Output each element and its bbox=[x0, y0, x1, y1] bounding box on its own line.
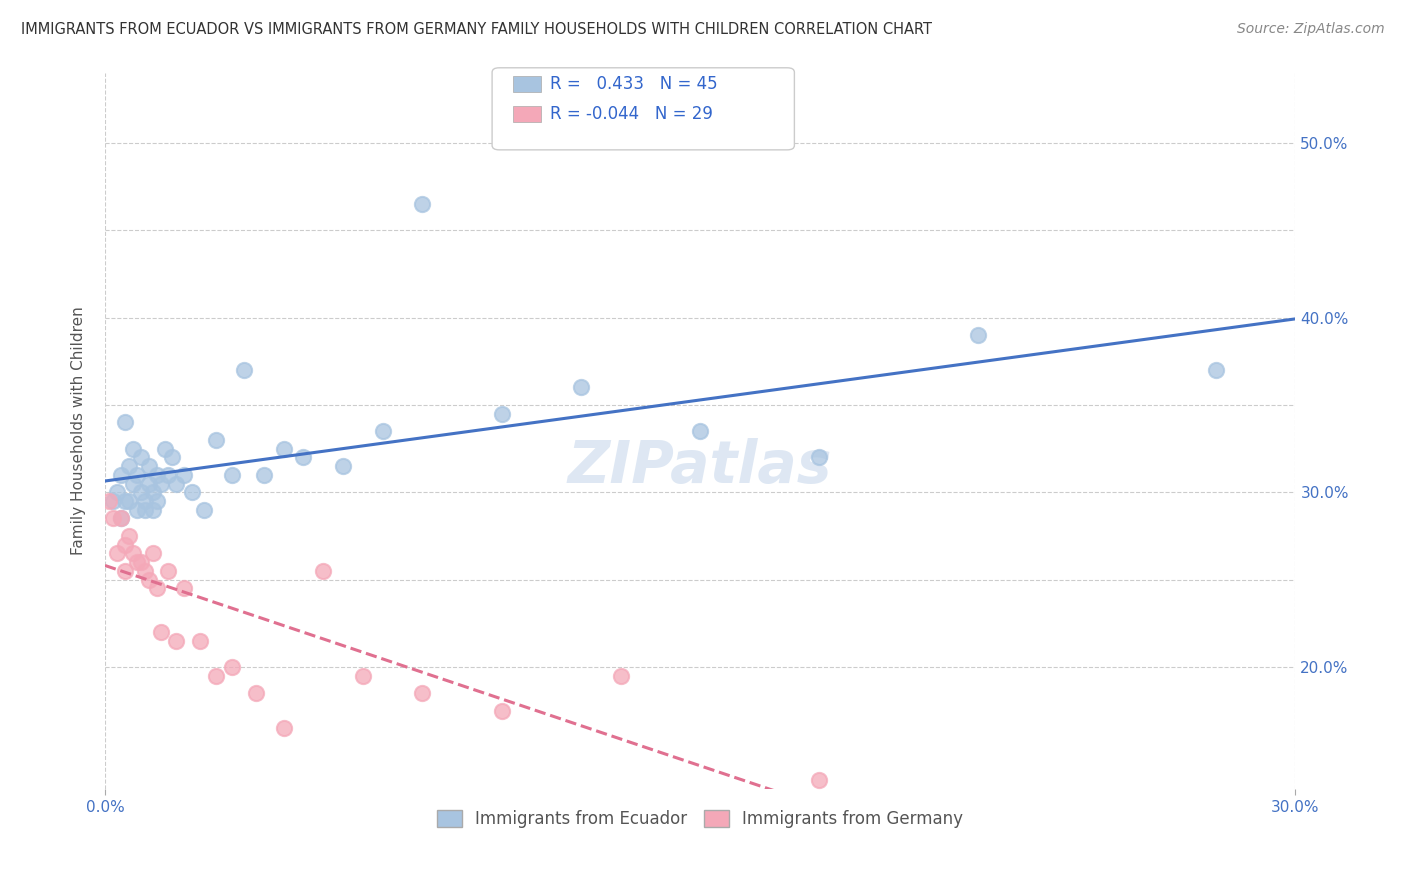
Point bbox=[165, 633, 187, 648]
Point bbox=[165, 476, 187, 491]
Point bbox=[97, 494, 120, 508]
Point bbox=[967, 328, 990, 343]
Point bbox=[138, 476, 160, 491]
Point bbox=[221, 467, 243, 482]
Point bbox=[145, 494, 167, 508]
Point bbox=[253, 467, 276, 482]
Text: R = -0.044   N = 29: R = -0.044 N = 29 bbox=[550, 105, 713, 123]
Point bbox=[273, 442, 295, 456]
Point bbox=[149, 476, 172, 491]
Point bbox=[134, 564, 156, 578]
Point bbox=[125, 467, 148, 482]
Point bbox=[142, 485, 165, 500]
Point bbox=[193, 502, 215, 516]
Text: ZIPatlas: ZIPatlas bbox=[568, 438, 832, 495]
Point bbox=[118, 529, 141, 543]
Point bbox=[245, 686, 267, 700]
Point bbox=[491, 704, 513, 718]
Point bbox=[142, 546, 165, 560]
Point bbox=[129, 555, 152, 569]
Text: R =   0.433   N = 45: R = 0.433 N = 45 bbox=[550, 75, 717, 93]
Point bbox=[292, 450, 315, 465]
Point bbox=[411, 686, 433, 700]
Point bbox=[118, 458, 141, 473]
Point bbox=[157, 564, 180, 578]
Point bbox=[149, 625, 172, 640]
Point bbox=[121, 442, 143, 456]
Point bbox=[105, 546, 128, 560]
Point bbox=[371, 424, 394, 438]
Legend: Immigrants from Ecuador, Immigrants from Germany: Immigrants from Ecuador, Immigrants from… bbox=[430, 803, 970, 835]
Point bbox=[153, 442, 176, 456]
Point bbox=[173, 582, 195, 596]
Point bbox=[411, 197, 433, 211]
Point bbox=[221, 660, 243, 674]
Point bbox=[121, 476, 143, 491]
Point bbox=[610, 668, 633, 682]
Point bbox=[125, 502, 148, 516]
Point bbox=[114, 416, 136, 430]
Point bbox=[110, 511, 132, 525]
Point bbox=[808, 450, 831, 465]
Point bbox=[101, 511, 124, 525]
Point bbox=[181, 485, 204, 500]
Point bbox=[689, 424, 711, 438]
Point bbox=[273, 721, 295, 735]
Point bbox=[157, 467, 180, 482]
Point bbox=[205, 433, 228, 447]
Point bbox=[205, 668, 228, 682]
Point bbox=[808, 773, 831, 788]
Point bbox=[125, 555, 148, 569]
Point bbox=[569, 380, 592, 394]
Point bbox=[173, 467, 195, 482]
Point bbox=[145, 582, 167, 596]
Text: IMMIGRANTS FROM ECUADOR VS IMMIGRANTS FROM GERMANY FAMILY HOUSEHOLDS WITH CHILDR: IMMIGRANTS FROM ECUADOR VS IMMIGRANTS FR… bbox=[21, 22, 932, 37]
Point bbox=[110, 511, 132, 525]
Text: Source: ZipAtlas.com: Source: ZipAtlas.com bbox=[1237, 22, 1385, 37]
Point bbox=[332, 458, 354, 473]
Point bbox=[105, 485, 128, 500]
Point bbox=[114, 564, 136, 578]
Point bbox=[121, 546, 143, 560]
Point bbox=[114, 538, 136, 552]
Point bbox=[312, 564, 335, 578]
Point bbox=[118, 494, 141, 508]
Point bbox=[110, 467, 132, 482]
Point bbox=[352, 668, 374, 682]
Point bbox=[1205, 363, 1227, 377]
Point bbox=[114, 494, 136, 508]
Y-axis label: Family Households with Children: Family Households with Children bbox=[72, 307, 86, 556]
Point bbox=[491, 407, 513, 421]
Point bbox=[145, 467, 167, 482]
Point bbox=[188, 633, 211, 648]
Point bbox=[134, 502, 156, 516]
Point bbox=[138, 573, 160, 587]
Point bbox=[142, 502, 165, 516]
Point bbox=[101, 494, 124, 508]
Point bbox=[138, 458, 160, 473]
Point bbox=[129, 485, 152, 500]
Point bbox=[129, 450, 152, 465]
Point bbox=[232, 363, 254, 377]
Point bbox=[134, 494, 156, 508]
Point bbox=[162, 450, 184, 465]
